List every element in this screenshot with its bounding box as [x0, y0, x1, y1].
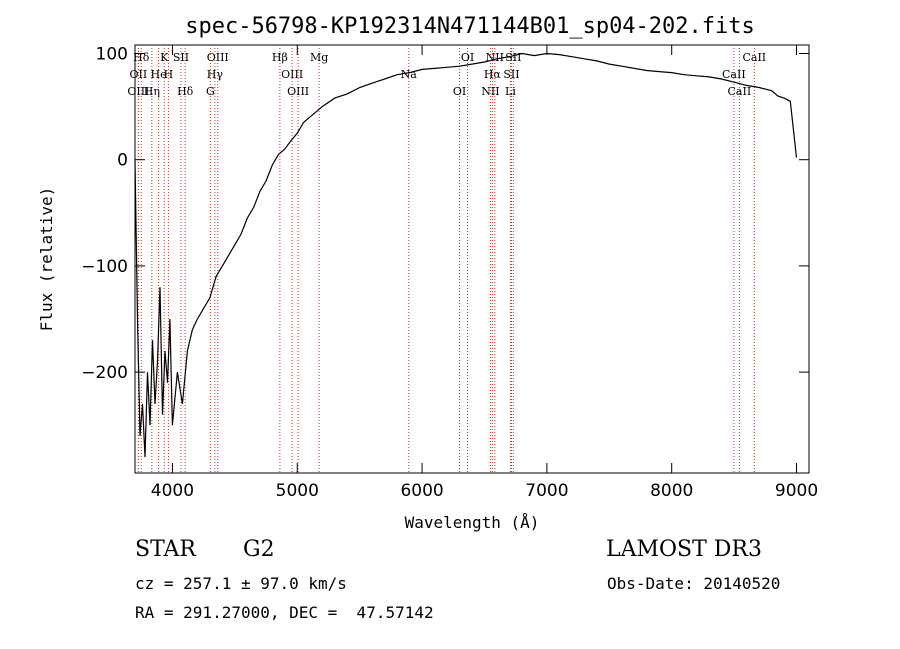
spectral-line-label: Mg [310, 51, 328, 64]
spectral-line-label: OIII [127, 85, 149, 98]
redshift-value: cz = 257.1 ± 97.0 km/s [135, 574, 347, 593]
spectral-line-label: Hη [144, 85, 160, 98]
spectral-line-label: G [206, 85, 215, 98]
x-tick-label: 8000 [650, 481, 693, 501]
survey-name: LAMOST DR3 [606, 537, 762, 562]
spectral-line-label: OIII [287, 85, 309, 98]
y-axis-label: Flux (relative) [37, 187, 56, 332]
spectral-line-label: He [151, 68, 167, 81]
subclass: G2 [243, 537, 275, 562]
spectral-line-label: SII [173, 51, 189, 64]
spectral-line-label: OIII [207, 51, 229, 64]
x-tick-label: 6000 [400, 481, 443, 501]
axes: 4000 5000 6000 7000 8000 9000 −200 −100 0 100 [81, 44, 818, 501]
x-tick-label: 4000 [151, 481, 194, 501]
plot-frame [134, 44, 810, 474]
spectral-line-label: Na [401, 68, 418, 81]
chart-title: spec-56798-KP192314N471144B01_sp04-202.f… [185, 14, 755, 39]
spectral-line-label: NII [481, 85, 499, 98]
spectrum-series [134, 52, 798, 458]
spectrum-line [134, 52, 798, 458]
spectral-line-label: CaII [742, 51, 766, 64]
spectral-line-label: CaII [722, 68, 746, 81]
y-tick-label: −100 [81, 257, 128, 277]
spectral-line-markers [137, 45, 755, 473]
spectral-line-label: CaII [728, 85, 752, 98]
spectral-line-label: K [160, 51, 169, 64]
object-class: STAR [135, 537, 196, 562]
spectral-line-label: OI [453, 85, 466, 98]
obs-date: Obs-Date: 20140520 [607, 574, 781, 593]
spectral-line-label: H [164, 68, 174, 81]
spectral-line-label: Hδ [177, 85, 194, 98]
coordinates: RA = 291.27000, DEC = 47.57142 [135, 603, 434, 622]
spectral-line-label: Hα [484, 68, 502, 81]
spectral-line-label: OII [130, 68, 148, 81]
spectral-line-label: SII [503, 68, 519, 81]
x-tick-label: 9000 [775, 481, 818, 501]
spectral-line-label: OI [461, 51, 474, 64]
spectral-line-label: Hδ [133, 51, 150, 64]
x-tick-label: 7000 [525, 481, 568, 501]
y-tick-label: 100 [96, 44, 128, 64]
spectral-line-label: Hγ [207, 68, 224, 81]
spectral-line-label: Li [505, 85, 516, 98]
spectral-line-label: OIII [281, 68, 303, 81]
y-tick-label: −200 [81, 363, 128, 383]
y-tick-label: 0 [117, 151, 128, 171]
spectral-line-label: Hβ [272, 51, 288, 64]
x-axis-label: Wavelength (Å) [405, 513, 540, 532]
x-tick-label: 5000 [276, 481, 319, 501]
spectral-line-labels: HδOIIOIIIKHeHηSIIHHδOIIIHγGHβOIIIOIIIMgN… [127, 51, 766, 98]
